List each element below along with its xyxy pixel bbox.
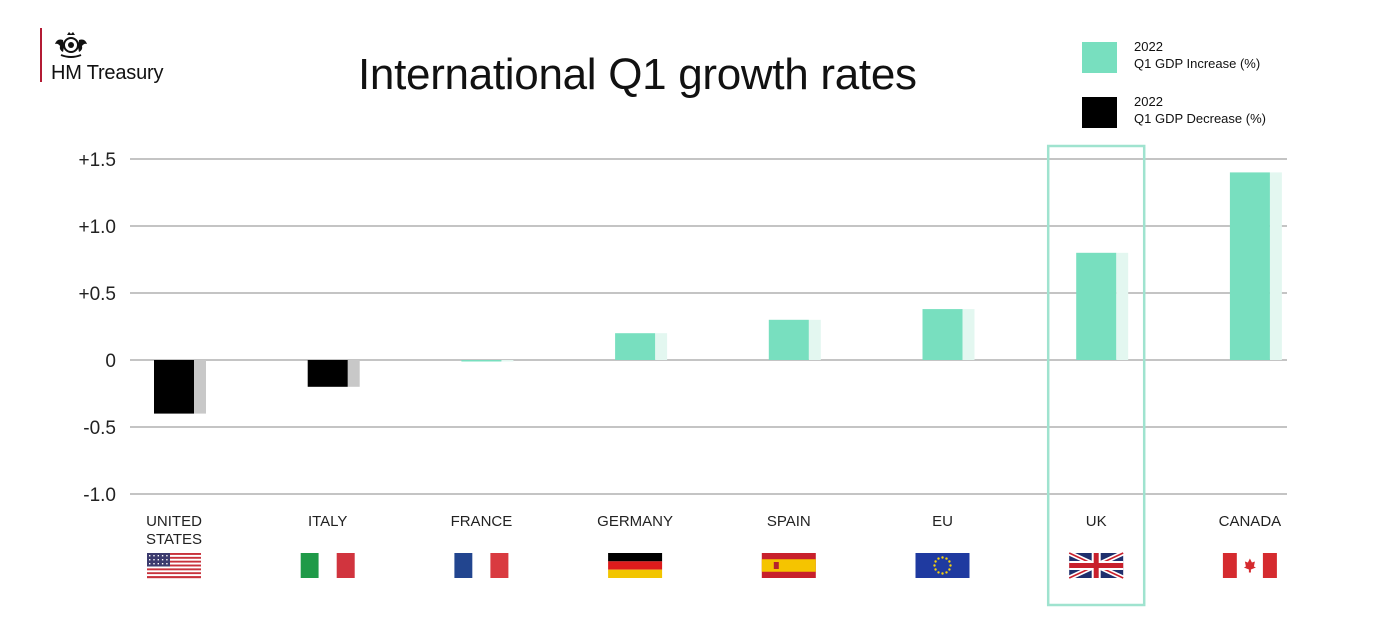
bar-shadow (194, 360, 206, 414)
bar-shadow (501, 360, 514, 362)
legend-item-increase: 2022 Q1 GDP Increase (%) (1082, 39, 1342, 78)
us-flag-icon (147, 553, 201, 579)
bar (922, 309, 963, 360)
org-name: HM Treasury (51, 62, 164, 84)
bar-shadow (1269, 172, 1282, 360)
y-tick-label: -0.5 (83, 418, 116, 439)
legend-swatch-increase (1082, 42, 1117, 73)
bar (1076, 252, 1117, 360)
bar (307, 360, 348, 387)
x-tick-label: SPAIN (767, 513, 811, 530)
x-tick-label: UNITED (146, 513, 202, 530)
legend-label-decrease: Q1 GDP Decrease (%) (1134, 111, 1266, 126)
x-tick-label: UK (1086, 513, 1107, 530)
x-tick-label: GERMANY (597, 513, 673, 530)
y-tick-label: -1.0 (83, 485, 116, 506)
bar (768, 319, 809, 360)
bar (1229, 172, 1270, 360)
legend-item-decrease: 2022 Q1 GDP Decrease (%) (1082, 94, 1342, 133)
uk-flag-icon (1068, 550, 1125, 581)
hm-treasury-logo: HM Treasury (40, 28, 163, 84)
x-tick-label: EU (932, 513, 953, 530)
legend-label-increase: Q1 GDP Increase (%) (1134, 56, 1261, 71)
bar (461, 360, 502, 362)
x-tick-label: CANADA (1219, 513, 1282, 530)
bar (615, 333, 656, 360)
chart-title: International Q1 growth rates (358, 50, 917, 99)
y-tick-label: +1.0 (78, 217, 116, 238)
italy-flag-icon (300, 553, 355, 578)
uk-highlight-frame (1046, 144, 1146, 607)
y-tick-label: 0 (105, 351, 116, 372)
eu-flag-icon (915, 553, 970, 578)
legend-year-increase: 2022 (1134, 39, 1163, 54)
royal-crest-icon (55, 32, 87, 58)
france-flag-icon (454, 553, 509, 578)
canada-flag-icon (1222, 553, 1277, 578)
bar-shadow (808, 319, 821, 360)
y-tick-label: +0.5 (78, 284, 116, 305)
x-tick-label: ITALY (308, 513, 347, 530)
legend-year-decrease: 2022 (1134, 94, 1163, 109)
legend-swatch-decrease (1082, 97, 1117, 128)
x-tick-label: FRANCE (451, 513, 513, 530)
x-tick-label: STATES (146, 531, 202, 548)
germany-flag-icon (608, 553, 663, 578)
bar-shadow (1116, 252, 1129, 360)
spain-flag-icon (761, 553, 816, 578)
bar-shadow (962, 309, 975, 360)
y-tick-label: +1.5 (78, 150, 116, 171)
bar-shadow (655, 333, 668, 360)
bar-shadow (347, 360, 360, 387)
bar (154, 360, 194, 414)
